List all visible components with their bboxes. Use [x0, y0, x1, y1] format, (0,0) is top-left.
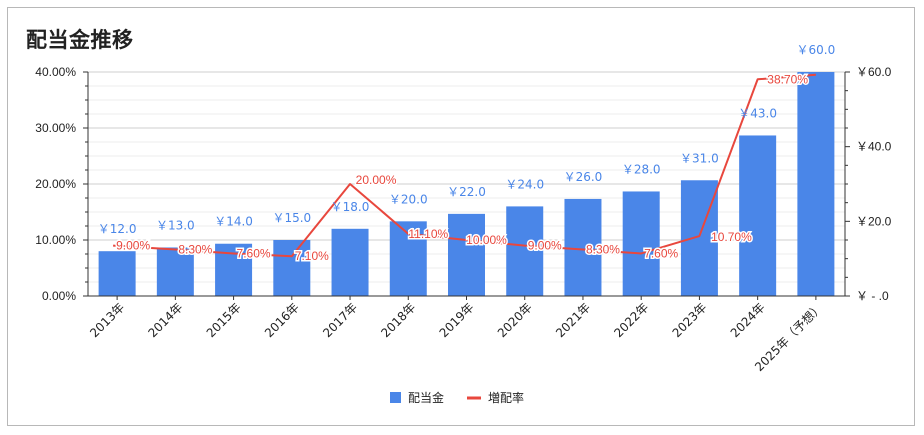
line-label: 38.70%: [767, 72, 808, 86]
bar-label: ￥14.0: [214, 215, 253, 229]
right-axis-label: ￥20.0: [856, 214, 892, 228]
line-label: 8.30%: [178, 243, 212, 257]
bar-label: ￥15.0: [272, 211, 311, 225]
bar-2020年: [506, 206, 544, 296]
bar-2017年: [331, 228, 369, 296]
line-label: 20.00%: [356, 173, 397, 187]
x-axis-label: 2014年: [145, 300, 185, 340]
line-label: 7.60%: [644, 246, 678, 260]
left-axis-label: 30.00%: [35, 121, 76, 135]
bar-2024年: [739, 135, 777, 296]
line-series: [113, 73, 816, 258]
line-label: 9.00%: [116, 239, 150, 253]
bar-label: ￥43.0: [738, 106, 777, 120]
bar-label: ￥18.0: [331, 200, 370, 214]
bar-2019年: [448, 213, 485, 296]
x-axis-label: 2017年: [320, 300, 360, 340]
bar-label: ￥22.0: [447, 185, 486, 199]
bar-data-labels: ￥12.0 ￥13.0 ￥14.0 ￥15.0 ￥18.0 ￥20.0 ￥22.0 ￥24.0…: [98, 43, 836, 236]
bar-series: [98, 72, 835, 296]
x-axis-label: 2021年: [553, 300, 593, 340]
bar-2014年: [156, 247, 194, 296]
line-label: 10.70%: [711, 230, 752, 244]
bar-2025年（予想）: [797, 72, 835, 296]
left-axis-label: 0.00%: [42, 289, 76, 303]
line-label: 8.30%: [586, 243, 620, 257]
x-axis-label: 2023年: [670, 300, 710, 340]
bar-label: ￥12.0: [98, 222, 137, 236]
bar-label: ￥60.0: [797, 43, 836, 57]
bar-2013年: [98, 251, 136, 296]
right-axis-label: ￥60.0: [856, 65, 892, 79]
right-axis-label: ￥ - .0: [856, 289, 889, 303]
bar-label: ￥26.0: [564, 170, 603, 184]
line-label: 9.00%: [528, 239, 562, 253]
bar-2023年: [680, 180, 718, 296]
bar-2021年: [564, 198, 602, 296]
x-axis-label: 2020年: [495, 300, 535, 340]
bar-2016年: [273, 240, 311, 296]
line-data-labels: 9.00% 8.30% 7.60% 7.10% 20.00% 11.10% 10.00% 9.…: [115, 71, 810, 265]
x-axis-label: 2024年: [728, 300, 768, 340]
line-label: 7.60%: [237, 246, 271, 260]
left-axis-label: 10.00%: [35, 233, 76, 247]
legend-swatch-bar: [390, 392, 401, 403]
bar-label: ￥31.0: [680, 151, 719, 165]
legend: 配当金 増配率: [390, 390, 524, 405]
x-axis-label: 2015年: [204, 300, 244, 340]
left-axis-label: 40.00%: [35, 65, 76, 79]
bar-label: ￥28.0: [622, 162, 661, 176]
chart-title: 配当金推移: [26, 28, 134, 52]
x-axis-label: 2013年: [87, 300, 127, 340]
bar-label: ￥20.0: [389, 192, 428, 206]
line-label: 10.00%: [466, 233, 507, 247]
line-label: 11.10%: [408, 227, 448, 241]
x-axis-label: 2022年: [611, 300, 651, 340]
legend-label-line: 増配率: [488, 390, 524, 405]
bar-2022年: [622, 191, 660, 296]
line-label: 7.10%: [295, 249, 329, 263]
x-axis-label: 2019年: [437, 300, 477, 340]
bar-label: ￥13.0: [156, 218, 195, 232]
legend-label-bar: 配当金: [408, 390, 444, 405]
x-axis-label: 2016年: [262, 300, 302, 340]
x-axis-label: 2018年: [378, 300, 418, 340]
bar-label: ￥24.0: [505, 177, 544, 191]
right-axis-label: ￥40.0: [856, 140, 892, 154]
left-axis-label: 20.00%: [35, 177, 76, 191]
